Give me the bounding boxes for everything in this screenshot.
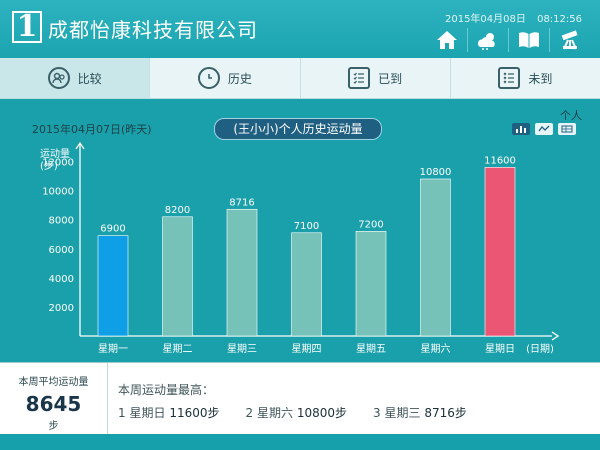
header-toolbar bbox=[427, 28, 590, 52]
app-header: 1 成都怡康科技有限公司 2015年04月08日 08:12:56 bbox=[0, 0, 600, 58]
best-item: 1 星期日 11600步 bbox=[118, 404, 220, 421]
summary-panel: 本周平均运动量 8645 步 本周运动量最高： 1 星期日 11600步 2 星… bbox=[0, 362, 600, 435]
bar-value-label: 8716 bbox=[229, 197, 254, 208]
y-tick-label: 10000 bbox=[42, 187, 74, 198]
bar bbox=[355, 231, 387, 337]
y-tick-label: 12000 bbox=[42, 158, 74, 169]
tab-bar: 比较 历史 已到 未到 bbox=[0, 58, 600, 99]
tab-label: 已到 bbox=[378, 71, 403, 86]
y-axis-label: (步) bbox=[40, 160, 58, 172]
x-tick-label: 星期五 bbox=[356, 343, 386, 355]
best-rank: 1 bbox=[118, 406, 126, 420]
bar-view-icon[interactable] bbox=[512, 123, 530, 135]
bar bbox=[97, 235, 129, 337]
telescope-icon[interactable] bbox=[549, 28, 590, 52]
best-day: 星期三 bbox=[384, 406, 421, 420]
bar bbox=[291, 232, 322, 337]
current-time: 08:12:56 bbox=[537, 14, 582, 25]
bar bbox=[420, 178, 451, 337]
avg-unit: 步 bbox=[48, 421, 59, 432]
bar-value-label: 7100 bbox=[294, 221, 319, 232]
logo: 1 bbox=[12, 11, 42, 43]
tab-absent[interactable]: 未到 bbox=[451, 58, 600, 98]
avg-value: 8645 bbox=[25, 392, 82, 416]
book-icon[interactable] bbox=[508, 28, 549, 52]
tab-label: 未到 bbox=[528, 71, 553, 86]
current-date: 2015年04月08日 bbox=[444, 14, 526, 25]
tab-label: 比较 bbox=[77, 71, 102, 86]
y-tick-label: 2000 bbox=[49, 303, 74, 314]
line-view-icon[interactable] bbox=[535, 123, 553, 135]
best-value: 10800步 bbox=[296, 406, 347, 420]
x-tick-label: 星期二 bbox=[163, 343, 193, 355]
view-switcher bbox=[512, 123, 581, 135]
tab-compare[interactable]: 比较 bbox=[0, 58, 151, 98]
avg-title: 本周平均运动量 bbox=[18, 377, 89, 388]
bar-value-label: 11600 bbox=[484, 155, 516, 166]
best-value: 11600步 bbox=[169, 406, 220, 420]
y-axis-arrow bbox=[75, 141, 85, 150]
x-tick-label: 星期日 bbox=[485, 343, 515, 355]
x-tick-label: 星期三 bbox=[227, 343, 257, 355]
best-title: 本周运动量最高： bbox=[118, 383, 215, 397]
chart-date: 2015年04月07日(昨天) bbox=[32, 123, 152, 136]
x-tick-label: 星期四 bbox=[292, 343, 322, 355]
history-icon bbox=[197, 67, 220, 89]
bar bbox=[484, 167, 516, 337]
company-name: 成都怡康科技有限公司 bbox=[48, 18, 258, 42]
best-rank: 3 bbox=[373, 406, 381, 420]
checklist-icon bbox=[348, 67, 371, 89]
best-item: 2 星期六 10800步 bbox=[246, 404, 348, 421]
x-tick-label: 星期一 bbox=[98, 343, 128, 355]
best-rank: 2 bbox=[245, 406, 254, 420]
tab-arrived[interactable]: 已到 bbox=[301, 58, 451, 98]
tab-label: 历史 bbox=[227, 71, 252, 86]
chart-panel: 运动量 (步) 2000 4000 6000 8000 10000 12000 6900 星期一 8… bbox=[0, 99, 600, 362]
bar-value-label: 6900 bbox=[100, 224, 125, 235]
datetime: 2015年04月08日 08:12:56 bbox=[437, 10, 582, 25]
best-day: 星期日 bbox=[129, 406, 166, 420]
bar-value-label: 8200 bbox=[165, 205, 190, 216]
cross-list-icon bbox=[498, 67, 521, 89]
footer-strip bbox=[0, 434, 600, 450]
table-view-icon[interactable] bbox=[558, 123, 576, 135]
best-value: 8716步 bbox=[424, 406, 467, 420]
weather-icon[interactable] bbox=[467, 28, 508, 52]
bar-value-label: 7200 bbox=[358, 219, 383, 230]
person-label: 个人 bbox=[560, 109, 582, 122]
best-day: 星期六 bbox=[256, 406, 293, 420]
weekly-average: 本周平均运动量 8645 步 bbox=[0, 363, 108, 435]
tab-history[interactable]: 历史 bbox=[150, 58, 301, 98]
y-axis-label: 运动量 bbox=[40, 148, 70, 160]
home-icon[interactable] bbox=[427, 28, 467, 52]
users-icon bbox=[47, 67, 70, 89]
x-axis-arrow bbox=[551, 331, 560, 341]
best-item: 3 星期三 8716步 bbox=[373, 404, 467, 421]
x-axis-label: (日期) bbox=[526, 343, 554, 355]
y-tick-label: 6000 bbox=[49, 245, 74, 256]
best-list: 1 星期日 11600步 2 星期六 10800步 3 星期三 8716步 bbox=[118, 404, 493, 421]
bar bbox=[226, 208, 258, 337]
bar bbox=[162, 216, 193, 337]
bar-chart: 运动量(步) 2000 4000 6000 8000 10000 12000 6900 星期一 8… bbox=[40, 141, 560, 355]
chart-title: (王小小)个人历史运动量 bbox=[214, 118, 382, 140]
y-tick-label: 8000 bbox=[49, 216, 74, 227]
x-tick-label: 星期六 bbox=[421, 343, 451, 355]
y-tick-label: 4000 bbox=[49, 274, 74, 285]
bar-value-label: 10800 bbox=[420, 167, 452, 178]
